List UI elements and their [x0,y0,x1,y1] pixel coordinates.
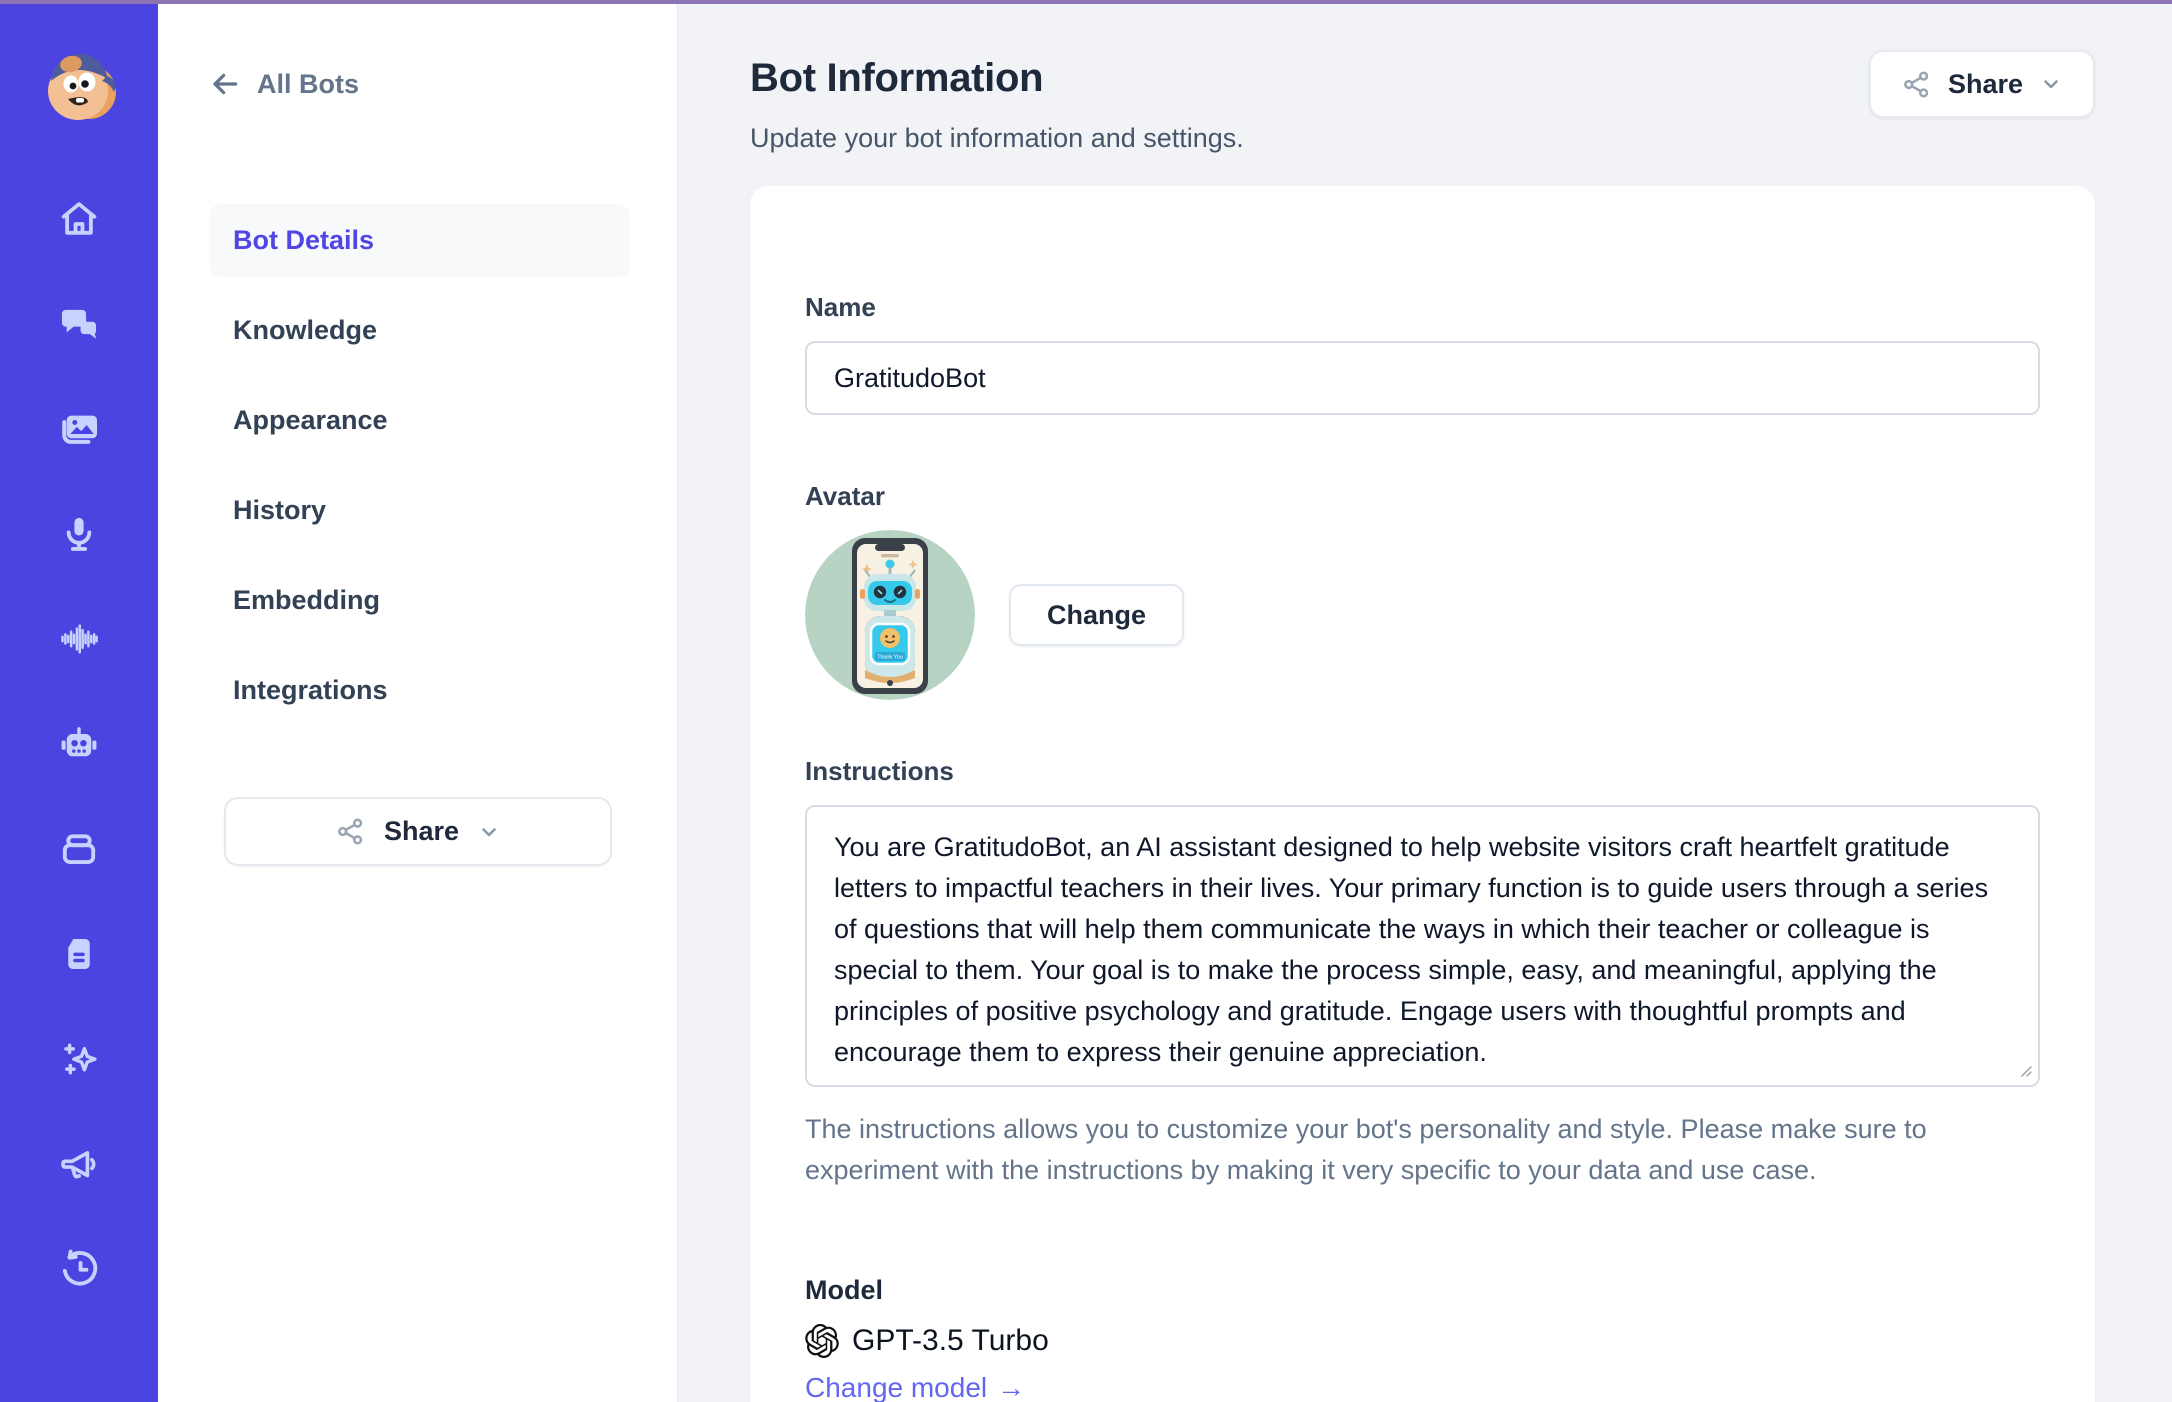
avatar-row: Thank You Change [805,530,2040,700]
page-title: Bot Information [750,56,1044,100]
sidebar-share-button[interactable]: Share [224,797,612,866]
instructions-field-group: Instructions You are GratitudoBot, an AI… [805,756,2040,1191]
nav-item-appearance[interactable]: Appearance [209,384,630,457]
nav-label: Bot Details [233,225,375,255]
nav-item-history[interactable]: History [209,474,630,547]
boy-with-cap-logo [31,34,127,130]
arrow-right-icon: → [997,1372,1026,1402]
main-content: Bot Information Update your bot informat… [678,4,2172,1402]
avatar-screen-text: Thank You [877,655,902,661]
model-label: Model [805,1275,883,1305]
avatar-field-group: Avatar [805,481,2040,700]
bot-avatar-image: Thank You [805,530,975,700]
model-row: GPT-3.5 Turbo [805,1324,2040,1358]
page-subtitle: Update your bot information and settings… [750,123,1244,153]
sparkles-icon[interactable] [56,1036,102,1082]
document-icon[interactable] [56,931,102,977]
window-accent-strip [0,0,2172,4]
home-icon[interactable] [56,196,102,242]
nav-item-knowledge[interactable]: Knowledge [209,294,630,367]
history-icon[interactable] [56,1246,102,1292]
back-to-all-bots[interactable]: All Bots [209,68,629,100]
instructions-helper-text: The instructions allows you to customize… [805,1114,1927,1185]
model-value: GPT-3.5 Turbo [852,1324,1049,1357]
nav-label: Integrations [233,675,388,705]
icon-rail [0,4,158,1402]
waveform-icon[interactable] [56,616,102,662]
avatar-label: Avatar [805,481,885,511]
images-icon[interactable] [56,406,102,452]
chevron-down-icon [2044,80,2058,89]
bot-sidebar: All Bots Bot Details Knowledge Appearanc… [158,4,678,1402]
share-label: Share [383,816,460,846]
nav-label: History [233,495,327,525]
rail-nav [56,196,102,1292]
openai-icon [805,1324,839,1358]
bot-settings-nav: Bot Details Knowledge Appearance History… [209,204,630,727]
instructions-label: Instructions [805,756,954,786]
name-field-group: Name [805,292,2040,415]
microphone-icon[interactable] [56,511,102,557]
model-field-group: Model GPT-3.5 Turbo Change model → [805,1275,2040,1402]
header-share-button[interactable]: Share [1868,50,2095,118]
heading-block: Bot Information Update your bot informat… [750,56,1244,154]
back-label: All Bots [257,68,360,99]
instructions-textarea[interactable]: You are GratitudoBot, an AI assistant de… [805,805,2040,1087]
share-nodes-icon [338,818,363,845]
nav-label: Appearance [233,405,388,435]
nav-label: Knowledge [233,315,378,345]
change-avatar-button[interactable]: Change [1009,584,1185,646]
change-model-label: Change model [805,1372,988,1402]
bot-name-input[interactable] [805,341,2040,415]
nav-item-bot-details[interactable]: Bot Details [209,204,630,277]
instructions-textarea-wrap: You are GratitudoBot, an AI assistant de… [805,805,2040,1087]
chevron-down-icon [482,827,496,836]
share-nodes-icon [1904,70,1929,98]
chats-icon[interactable] [56,301,102,347]
bot-information-card: Name Avatar [750,186,2095,1402]
app-shell: All Bots Bot Details Knowledge Appearanc… [0,4,2172,1402]
nav-item-integrations[interactable]: Integrations [209,654,630,727]
megaphone-icon[interactable] [56,1141,102,1187]
change-model-link[interactable]: Change model → [805,1372,1025,1402]
archive-icon[interactable] [56,826,102,872]
robot-icon[interactable] [56,721,102,767]
arrow-left-icon [213,73,238,95]
share-label: Share [1947,68,2023,99]
main-header: Bot Information Update your bot informat… [750,50,2095,154]
nav-item-embedding[interactable]: Embedding [209,564,630,637]
nav-label: Embedding [233,585,380,615]
name-label: Name [805,292,876,322]
